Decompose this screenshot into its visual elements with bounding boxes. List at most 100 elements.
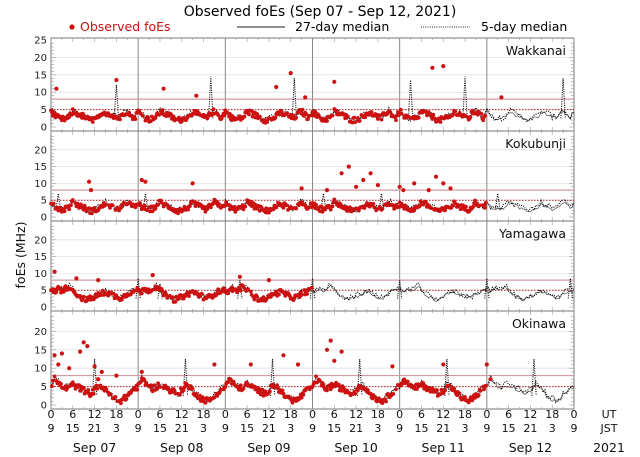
ut-label: UT <box>602 408 617 421</box>
observed-point <box>218 387 223 392</box>
observed-point <box>306 116 310 121</box>
observed-point <box>369 110 374 114</box>
observed-point <box>218 290 223 295</box>
observed-point-outlier <box>56 362 61 367</box>
observed-point <box>89 116 93 120</box>
observed-point-outlier <box>59 351 64 356</box>
observed-point <box>257 209 262 213</box>
observed-point <box>246 287 250 292</box>
observed-point <box>96 115 101 120</box>
observed-point <box>137 108 142 113</box>
observed-point <box>301 392 306 397</box>
observed-point <box>149 119 153 124</box>
observed-point <box>428 389 433 394</box>
observed-point <box>194 392 199 396</box>
observed-point <box>217 202 221 207</box>
observed-point <box>313 109 318 114</box>
observed-point <box>81 386 86 390</box>
observed-point <box>205 207 210 212</box>
observed-point-outlier <box>426 188 431 193</box>
observed-point-outlier <box>150 273 155 278</box>
observed-point <box>91 391 96 396</box>
observed-point <box>211 107 216 112</box>
observed-point <box>353 391 358 396</box>
observed-point-outlier <box>288 71 293 76</box>
observed-point-outlier <box>484 362 489 367</box>
observed-point <box>177 115 181 120</box>
observed-point <box>429 206 434 211</box>
observed-point <box>135 387 140 392</box>
observed-point <box>212 395 217 400</box>
station-label: Yamagawa <box>498 226 566 241</box>
observed-point-outlier <box>390 364 395 369</box>
x-tick-jst: 3 <box>374 422 381 435</box>
observed-point <box>173 300 178 304</box>
x-tick-ut: 0 <box>222 408 229 421</box>
x-day-label: Sep 12 <box>509 440 552 455</box>
y-tick-label: 20 <box>34 327 47 338</box>
x-tick-jst: 9 <box>396 422 403 435</box>
observed-point <box>309 285 314 290</box>
observed-point <box>178 392 182 397</box>
x-tick-jst: 21 <box>175 422 189 435</box>
observed-point <box>235 290 240 295</box>
observed-point <box>363 115 368 120</box>
observed-point <box>300 107 305 112</box>
observed-point <box>113 395 118 399</box>
observed-point <box>110 203 115 208</box>
observed-point-outlier <box>332 79 337 84</box>
observed-point <box>146 116 151 120</box>
station-label: Okinawa <box>512 316 566 331</box>
x-tick-ut: 0 <box>396 408 403 421</box>
observed-point <box>438 120 443 124</box>
x-tick-jst: 9 <box>135 422 142 435</box>
observed-point <box>443 208 447 213</box>
observed-point <box>468 115 473 119</box>
observed-point <box>399 111 404 116</box>
observed-points <box>49 269 314 304</box>
observed-point <box>281 205 286 210</box>
x-tick-ut: 6 <box>69 408 76 421</box>
observed-point-outlier <box>448 186 453 191</box>
observed-point-outlier <box>96 278 101 283</box>
observed-point <box>95 386 100 391</box>
observed-point <box>58 286 62 291</box>
observed-point-outlier <box>295 362 301 367</box>
observed-point <box>90 120 95 124</box>
observed-point <box>452 386 456 391</box>
observed-point <box>315 380 319 385</box>
observed-point-outlier <box>368 171 373 176</box>
observed-point <box>124 397 129 401</box>
y-tick-label: 0 <box>41 213 47 224</box>
y-tick-label: 0 <box>41 401 47 412</box>
y-tick-label: 20 <box>34 145 47 156</box>
y-tick-label: 0 <box>41 303 47 314</box>
observed-point <box>179 119 184 124</box>
observed-point <box>222 113 227 118</box>
observed-point <box>54 289 59 294</box>
x-tick-jst: 9 <box>483 422 490 435</box>
observed-point <box>426 110 431 114</box>
observed-point-outlier <box>281 353 286 358</box>
observed-point-outlier <box>161 86 166 91</box>
x-tick-jst: 15 <box>414 422 428 435</box>
observed-point <box>223 385 228 389</box>
x-day-label: Sep 09 <box>247 440 290 455</box>
observed-point <box>412 208 417 213</box>
observed-point-outlier <box>212 362 217 367</box>
observed-point <box>330 204 335 209</box>
observed-point <box>165 296 170 300</box>
observed-point-outlier <box>114 373 119 378</box>
y-tick-label: 10 <box>34 88 47 99</box>
observed-point <box>353 120 358 124</box>
observed-point-outlier <box>143 179 148 184</box>
observed-point <box>152 383 157 388</box>
observed-point-outlier <box>361 177 366 183</box>
observed-point <box>133 117 138 121</box>
x-tick-ut: 12 <box>436 408 450 421</box>
observed-point <box>433 116 437 121</box>
observed-point <box>328 207 333 212</box>
observed-point <box>334 380 338 385</box>
observed-point <box>299 395 304 400</box>
